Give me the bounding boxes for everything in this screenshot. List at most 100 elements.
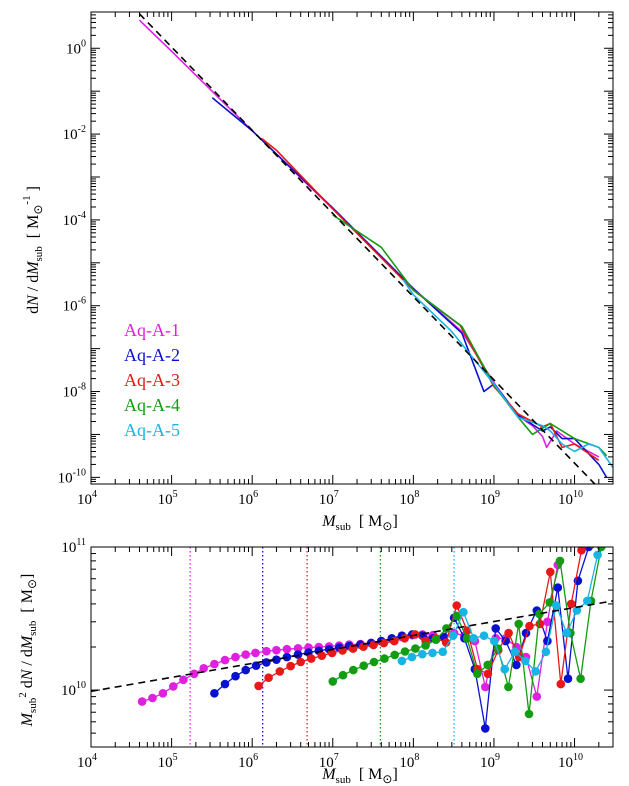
top-y-axis-label: dN / dMsub [ M⊙-1 ] [21,186,45,314]
bottom-x-tick-label: 107 [319,752,339,771]
bottom-data-point [400,647,410,656]
top-series-line [260,137,600,461]
top-y-tick-label: 10-6 [63,296,86,315]
bottom-data-point [148,693,157,703]
top-plot-frame [90,11,614,485]
bottom-data-point [525,621,534,631]
bottom-data-point [199,664,208,673]
bottom-data-point [251,661,261,670]
bottom-data-point [563,674,573,683]
bottom-x-tick-label: 105 [158,752,178,771]
bottom-data-point [411,644,420,653]
top-reference-line [138,13,596,484]
bottom-x-tick-label: 109 [480,752,500,771]
top-plot-area [138,13,613,484]
top-x-tick-label: 105 [158,489,178,508]
bottom-data-point [469,634,479,643]
bottom-data-point [210,689,219,698]
bottom-y-tick-label: 1010 [61,680,86,699]
bottom-data-point [431,635,441,644]
bottom-data-point [390,636,399,646]
bottom-data-point [552,601,561,610]
bottom-plot-area [91,547,613,747]
bottom-data-point [483,660,493,670]
bottom-data-point [275,667,285,676]
bottom-data-point [452,601,462,610]
legend-entry: Aq-A-2 [124,345,180,365]
top-x-tick-label: 1010 [558,489,583,508]
bottom-data-point [272,645,281,655]
bottom-data-point [179,675,188,685]
bottom-x-tick-label: 106 [238,752,258,771]
bottom-data-point [327,648,337,658]
bottom-data-point [158,689,168,698]
top-x-tick-label: 104 [77,489,97,508]
bottom-data-point [553,583,563,592]
bottom-data-point [556,679,566,689]
top-y-tick-label: 10-8 [63,382,86,401]
bottom-data-point [359,661,369,670]
bottom-data-point [545,598,554,607]
bottom-data-point [481,682,490,692]
bottom-data-point [254,681,263,691]
bottom-data-point [264,673,273,682]
bottom-data-point [241,650,250,659]
bottom-data-point [189,669,199,679]
bottom-data-point [262,646,271,656]
bottom-panel: 104 105 106 107 108 109 1010 1010 1011 Msub [ M⊙… [17,537,614,786]
bottom-y-tick-label: 1011 [61,537,86,556]
bottom-data-point [369,657,379,667]
bottom-data-point [241,665,250,675]
legend-entry: Aq-A-3 [124,370,180,390]
bottom-data-point [210,659,219,669]
bottom-data-point [555,556,565,566]
bottom-data-point [473,669,482,679]
bottom-data-point [535,619,545,629]
bottom-x-axis-label: Msub [ M⊙] [321,766,398,786]
bottom-data-point [407,652,417,662]
bottom-data-point [512,660,521,670]
top-tick-labels: 104 105 106 107 108 109 1010 100 10-2 10-4 10-6 10-… [58,38,583,508]
top-x-axis-label: Msub [ M⊙] [321,513,398,533]
top-x-tick-label: 108 [399,489,419,508]
bottom-data-point [390,650,400,660]
bottom-data-point [459,607,468,617]
bottom-series-line [258,547,589,687]
bottom-data-point [418,649,427,659]
bottom-data-point [566,599,576,609]
bottom-data-point [532,692,542,701]
bottom-data-point [514,619,523,629]
bottom-data-point [479,631,489,640]
bottom-data-point [296,657,306,667]
bottom-data-point [306,654,316,663]
top-y-tick-label: 10-4 [63,210,86,229]
bottom-data-point [572,606,582,615]
bottom-data-point [448,631,458,640]
bottom-data-point [293,650,303,659]
bottom-data-point [220,655,230,665]
bottom-x-tick-label: 108 [399,752,419,771]
bottom-data-point [481,724,490,733]
bottom-data-point [541,647,551,657]
bottom-data-point [438,647,448,657]
bottom-data-point [576,674,585,683]
bottom-data-point [380,654,389,663]
bottom-plot-frame [90,546,614,748]
top-axis-ticks [90,11,614,484]
bottom-data-point [317,651,327,660]
bottom-data-point [490,636,499,646]
bottom-data-point [397,656,407,666]
bottom-data-point [349,665,358,675]
bottom-data-point [501,636,511,646]
bottom-data-point [286,661,295,671]
bottom-data-point [338,670,348,680]
bottom-data-point [535,609,544,619]
bottom-data-point [562,628,571,638]
bottom-data-point [137,697,147,706]
top-panel: 104 105 106 107 108 109 1010 100 10-2 10-4 10-6 10-… [21,11,614,533]
bottom-y-axis-label: Msub2 dN / dMsub [ M⊙] [17,574,39,728]
bottom-data-point [546,567,555,577]
top-y-tick-label: 100 [66,38,86,57]
bottom-reference-line [91,600,613,693]
bottom-data-point [282,644,292,654]
